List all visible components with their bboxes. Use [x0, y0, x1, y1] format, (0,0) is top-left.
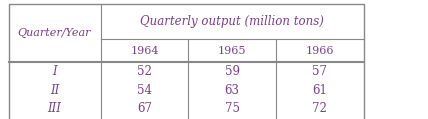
Text: Quarter/Year: Quarter/Year	[18, 28, 91, 38]
Text: 1964: 1964	[130, 46, 159, 56]
Text: Quarterly output (million tons): Quarterly output (million tons)	[140, 15, 324, 28]
Text: 52: 52	[137, 65, 152, 78]
Text: I: I	[52, 65, 57, 78]
Text: 54: 54	[137, 84, 152, 97]
Text: 67: 67	[137, 102, 152, 115]
Text: II: II	[50, 84, 59, 97]
Text: 63: 63	[225, 84, 240, 97]
Text: 75: 75	[225, 102, 240, 115]
Text: 57: 57	[312, 65, 327, 78]
Text: 1965: 1965	[218, 46, 247, 56]
Bar	[9, 4, 364, 119]
Text: 1966: 1966	[306, 46, 334, 56]
Text: 61: 61	[312, 84, 327, 97]
Text: 72: 72	[312, 102, 327, 115]
Text: III: III	[48, 102, 62, 115]
Text: 59: 59	[225, 65, 240, 78]
